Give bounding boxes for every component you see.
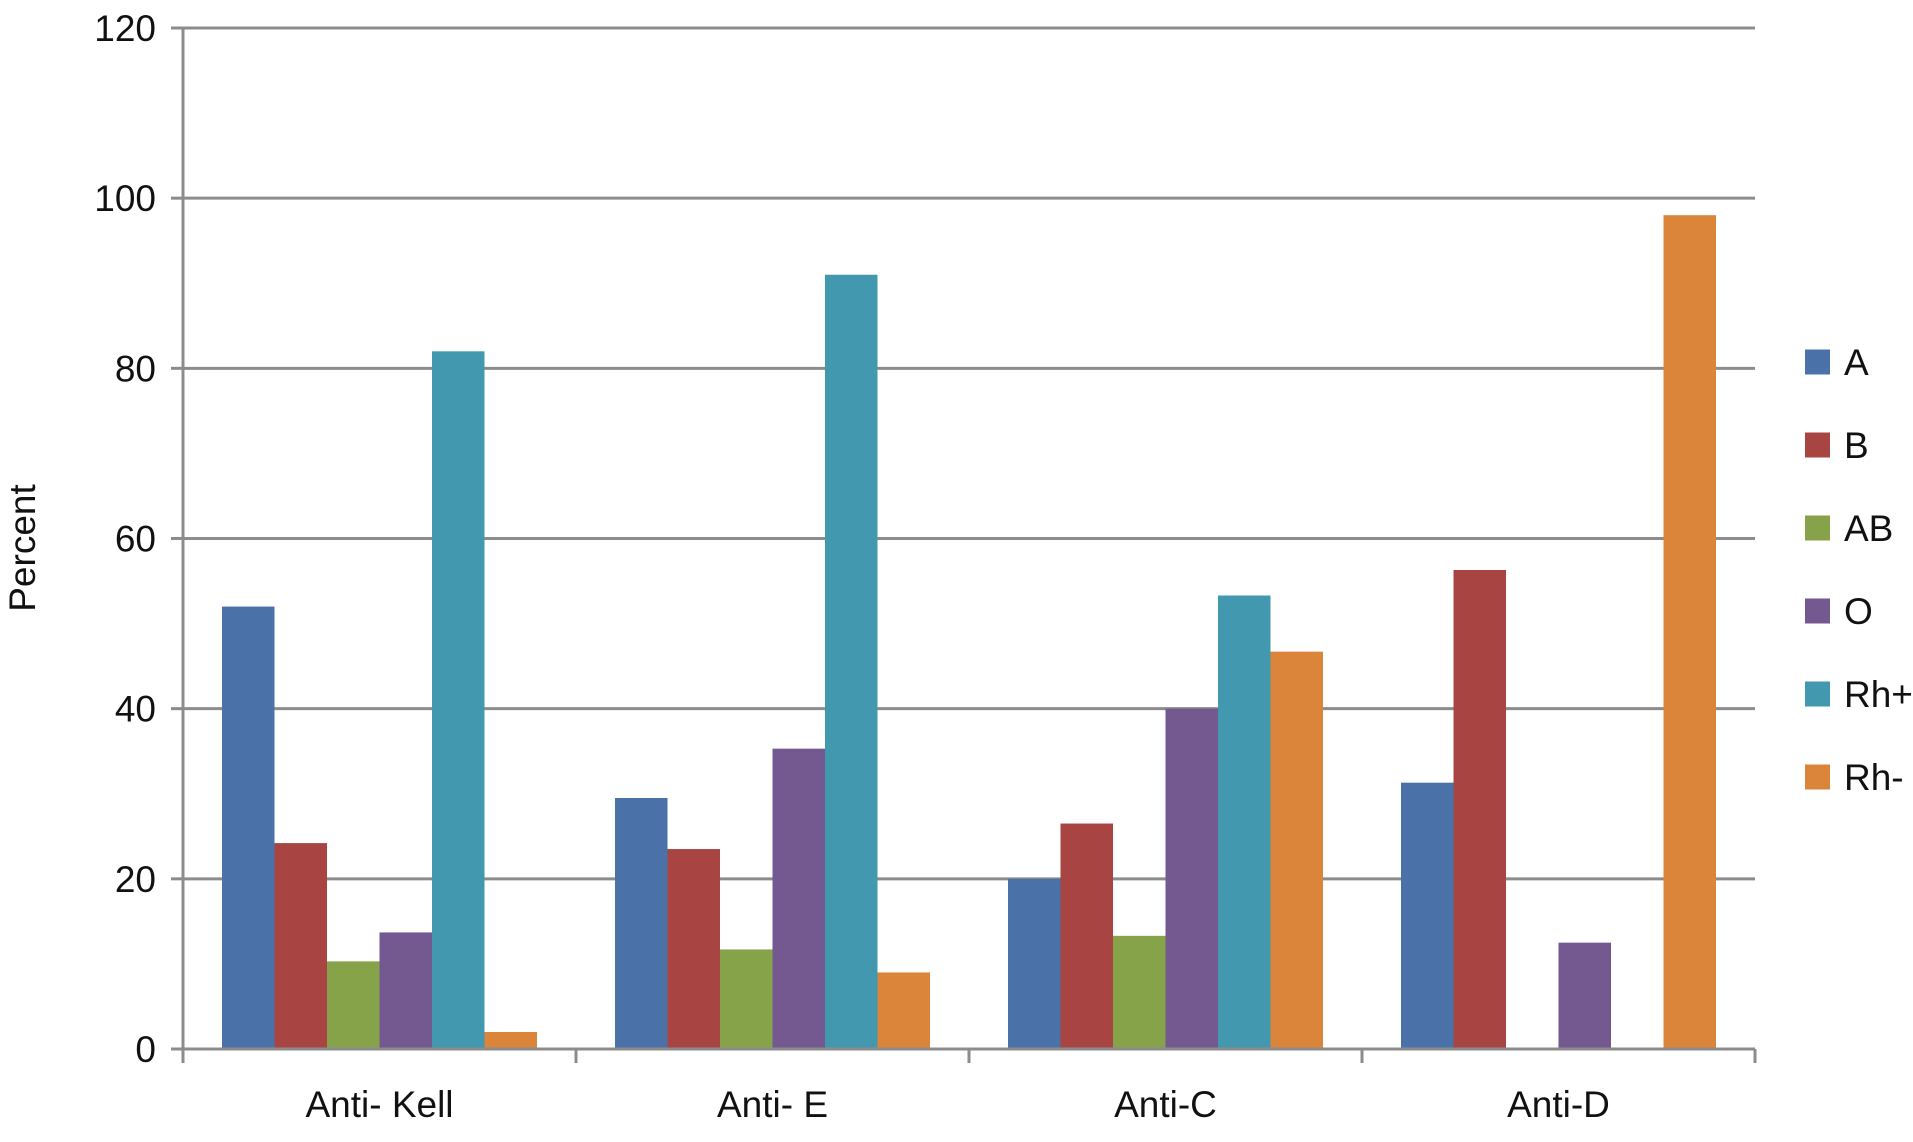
legend-swatch (1805, 515, 1830, 541)
bar-o (379, 932, 432, 1049)
x-category-label: Anti-C (1114, 1084, 1217, 1125)
legend-label: O (1844, 591, 1873, 632)
y-tick-labels: 0 20 40 60 80 100 120 (94, 8, 156, 1070)
bar-ab (327, 961, 380, 1049)
y-tick-label: 40 (115, 689, 156, 730)
bar-rh-pos (825, 274, 878, 1049)
bar-a (1008, 878, 1061, 1049)
bars (222, 215, 1716, 1050)
bar-b (1453, 569, 1506, 1049)
bar-a (1401, 782, 1454, 1049)
y-tick-label: 80 (115, 348, 156, 389)
bar-rh-neg (1663, 215, 1716, 1049)
bar-ab (1113, 935, 1166, 1049)
bar-b (274, 843, 327, 1049)
y-tick-label: 120 (94, 8, 156, 49)
x-category-label: Anti-D (1507, 1084, 1610, 1125)
x-category-label: Anti- Kell (305, 1084, 453, 1125)
bar-a (615, 798, 668, 1049)
legend-label: B (1844, 425, 1869, 466)
gridlines (183, 26, 1755, 881)
bar-rh-neg (877, 972, 930, 1049)
y-tick-label: 60 (115, 519, 156, 560)
bar-o (772, 748, 825, 1049)
bar-rh-pos (1218, 595, 1271, 1049)
legend-swatch (1805, 681, 1830, 707)
bar-rh-pos (432, 351, 485, 1050)
x-category-label: Anti- E (717, 1084, 828, 1125)
legend-swatch (1805, 432, 1830, 458)
bar-rh-neg (1270, 651, 1323, 1049)
legend-label: AB (1844, 508, 1893, 549)
bar-b (667, 849, 720, 1049)
bar-ab (720, 949, 773, 1049)
legend-swatch (1805, 764, 1830, 790)
x-category-labels: Anti- Kell Anti- E Anti-C Anti-D (305, 1084, 1609, 1125)
y-tick-label: 20 (115, 859, 156, 900)
y-axis-title: Percent (2, 484, 43, 612)
bar-rh-neg (484, 1031, 537, 1049)
legend-label: Rh+ (1844, 674, 1913, 715)
y-tick-label: 0 (135, 1029, 156, 1070)
legend-swatch (1805, 598, 1830, 624)
bar-b (1060, 823, 1113, 1049)
legend-label: A (1844, 342, 1869, 383)
legend-swatch (1805, 349, 1830, 375)
bar-o (1558, 942, 1611, 1049)
bar-o (1165, 708, 1218, 1049)
legend-label: Rh- (1844, 757, 1904, 798)
bar-a (222, 606, 275, 1049)
axes (171, 26, 1757, 1063)
y-tick-label: 100 (94, 178, 156, 219)
